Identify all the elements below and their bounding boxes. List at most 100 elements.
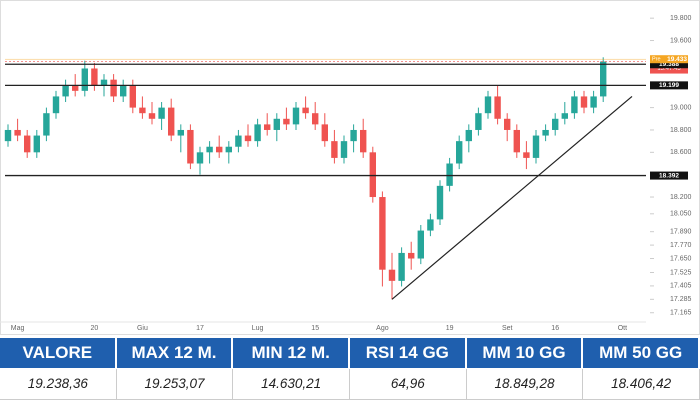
candle-body — [33, 135, 40, 153]
candle-body — [148, 113, 156, 119]
candle-body — [62, 85, 69, 97]
y-tick-label: 17.770 — [670, 242, 692, 249]
candle-body — [542, 129, 549, 136]
candle-body — [475, 113, 482, 130]
candle-body — [523, 152, 530, 158]
table-value: 18.406,42 — [583, 368, 700, 400]
price-tag-label: 18.392 — [659, 172, 679, 179]
candle-body — [100, 79, 108, 86]
candle-body — [571, 96, 578, 114]
candle-body — [456, 141, 463, 164]
y-tick-label: 17.525 — [670, 269, 692, 276]
price-tag-time: 15:47:45 — [657, 66, 681, 72]
table-header: RSI 14 GG — [349, 338, 467, 368]
pre-price: 19.433 — [667, 56, 687, 63]
y-tick-label: 19.000 — [670, 104, 692, 111]
candle-body — [292, 107, 300, 125]
x-tick-label: Ott — [618, 325, 627, 332]
table-value: 19.253,07 — [116, 368, 234, 400]
candle-body — [235, 135, 242, 147]
candle-body — [427, 219, 434, 231]
x-tick-label: Mag — [11, 325, 25, 332]
candle-body — [312, 113, 319, 125]
table-header: MM 50 GG — [583, 338, 700, 368]
y-tick-label: 17.285 — [670, 296, 692, 303]
candle-body — [158, 107, 165, 119]
candle-body — [302, 107, 309, 114]
candle-body — [494, 96, 501, 119]
candle-body — [168, 107, 175, 136]
y-tick-label: 17.650 — [670, 255, 692, 262]
candle-body — [398, 252, 405, 281]
candle-body — [254, 124, 261, 142]
y-tick-label: 18.600 — [670, 149, 692, 156]
candle-body — [244, 135, 252, 142]
x-tick-label: Lug — [252, 325, 264, 332]
y-tick-label: 18.200 — [670, 194, 692, 201]
table-value: 14.630,21 — [233, 368, 350, 400]
candle-body — [513, 129, 520, 153]
candle-body — [446, 163, 453, 186]
x-tick-label: Giu — [137, 325, 148, 332]
stats-table: VALORE MAX 12 M. MIN 12 M. RSI 14 GG MM 10 G… — [0, 338, 700, 400]
x-tick-label: 16 — [551, 325, 559, 332]
table-value: 18.849,28 — [466, 368, 584, 400]
candle-body — [350, 129, 357, 142]
y-tick-label: 18.050 — [670, 211, 692, 218]
candle-body — [484, 96, 492, 114]
chart: 19.800 19.600 19.000 18.800 18.600 18.200 18.0… — [0, 0, 700, 335]
y-tick-label: 17.405 — [670, 283, 692, 290]
x-tick-label: 19 — [446, 325, 454, 332]
price-tag-label: 19.199 — [659, 82, 679, 89]
table-header: MM 10 GG — [466, 338, 584, 368]
x-tick-label: Ago — [376, 325, 389, 332]
candle-body — [196, 152, 204, 164]
candle-body — [532, 135, 540, 158]
candle-body — [52, 96, 60, 114]
table-value: 19.238,36 — [0, 368, 117, 400]
y-tick-label: 19.800 — [670, 15, 692, 22]
price-tag — [650, 81, 688, 90]
candle-body — [139, 107, 146, 114]
y-tick-label: 18.800 — [670, 127, 692, 134]
candle-body — [14, 129, 21, 136]
candle-body — [91, 68, 98, 86]
price-tag — [650, 60, 688, 69]
x-tick-label: 20 — [91, 325, 99, 332]
trend-line — [391, 95, 633, 300]
y-tick-label: 17.165 — [670, 310, 692, 317]
candle-body — [600, 61, 607, 97]
candle-body — [340, 141, 348, 158]
candle-body — [331, 141, 338, 158]
candle-body — [129, 85, 136, 108]
candle-body — [187, 129, 194, 164]
table-header: MIN 12 M. — [233, 338, 350, 368]
candle-body — [552, 118, 559, 130]
candle-body — [369, 152, 376, 198]
candle-body — [561, 113, 568, 119]
candle-body — [590, 96, 597, 108]
candle-body — [417, 230, 424, 259]
candle-body — [110, 79, 117, 97]
price-tag-label: 19.388 — [659, 61, 679, 68]
candle-body — [206, 146, 213, 153]
pre-tag: Pre — [652, 57, 661, 63]
candle-body — [408, 252, 415, 259]
candle-body — [72, 85, 79, 91]
candle-body — [379, 197, 386, 270]
candle-body — [264, 124, 271, 130]
table-value: 64,96 — [349, 368, 467, 400]
candle-body — [43, 113, 50, 136]
plot-border — [0, 0, 700, 335]
candle-body — [81, 68, 88, 91]
pre-tag-box — [650, 55, 688, 64]
candle-body — [504, 118, 511, 130]
price-tag — [650, 171, 688, 180]
candle-body — [360, 129, 367, 153]
candle-body — [436, 185, 444, 220]
y-tick-label: 17.890 — [670, 229, 692, 236]
candle-body — [580, 96, 588, 108]
candle-body — [321, 124, 328, 142]
candle-body — [216, 146, 223, 153]
